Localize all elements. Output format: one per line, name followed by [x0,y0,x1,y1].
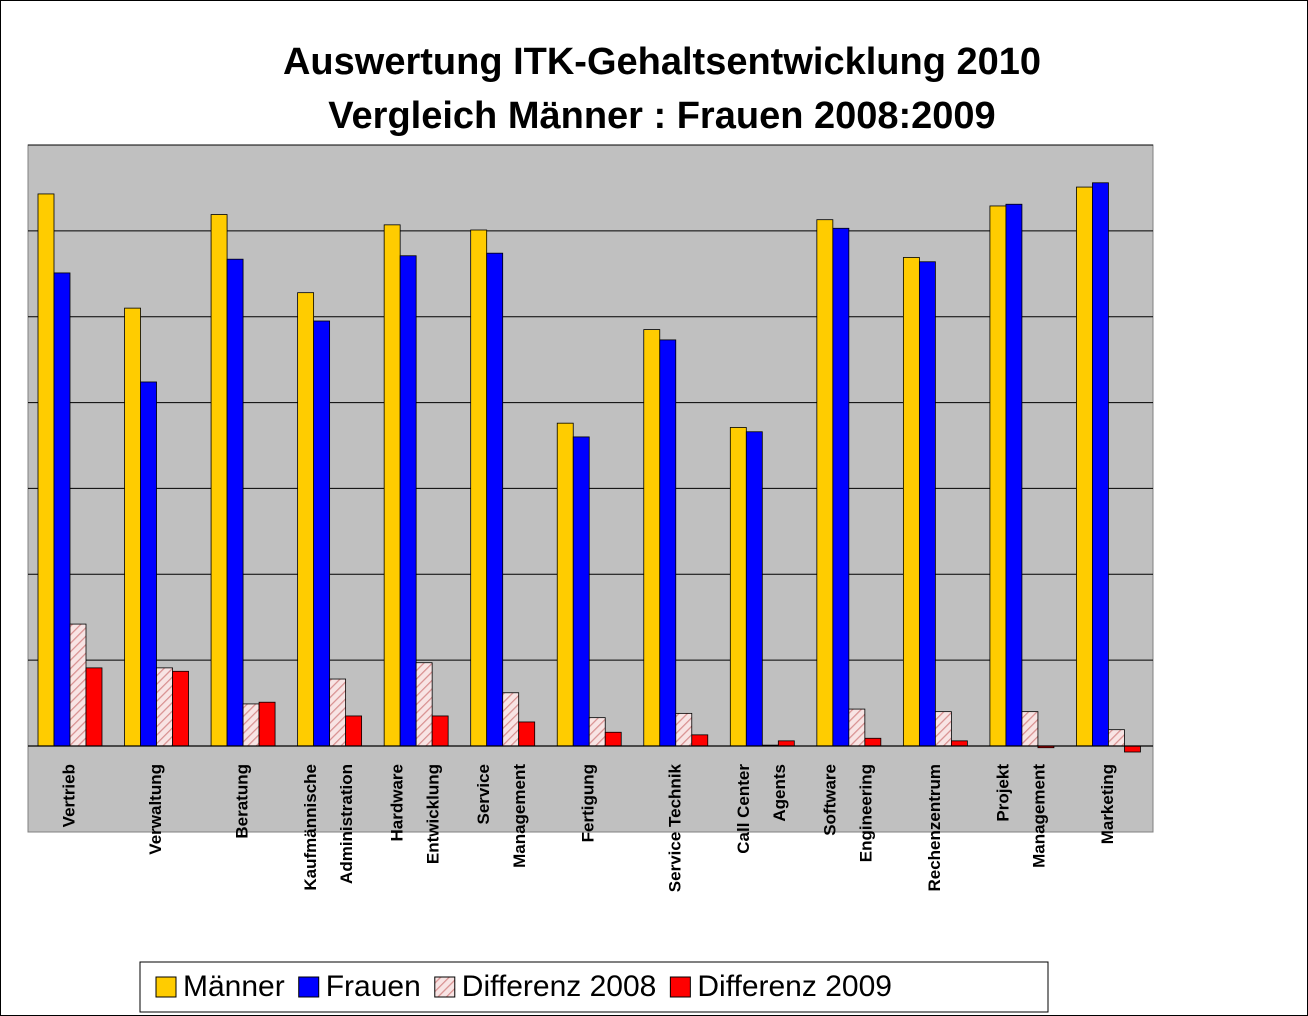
x-tick-label: Service Technik [665,763,684,892]
x-tick-label: Management [510,764,529,868]
legend-swatch [298,976,320,998]
bar [329,678,347,747]
bar [415,662,433,747]
legend-label: Differenz 2008 [462,970,657,1003]
x-tick-label: Administration [337,764,356,884]
bar [848,708,866,747]
bar [69,623,87,747]
bar [383,224,401,747]
bar [918,261,936,747]
x-tick-label: Agents [770,764,789,822]
x-tick-label: Verwaltung [146,764,165,855]
bar [1021,711,1039,747]
legend-label: Frauen [326,970,421,1003]
x-tick-label: Engineering [856,764,875,862]
chart-title: Vergleich Männer : Frauen 2008:2009 [328,95,995,137]
legend-swatch [669,976,691,998]
bar [313,320,331,747]
bar [242,703,260,747]
bar [1092,182,1109,747]
legend [139,961,1049,1013]
x-tick-label: Beratung [233,764,252,839]
x-tick-label: Service [474,764,493,825]
bar [53,272,71,747]
x-tick-label: Call Center [734,764,753,854]
bar [902,257,920,747]
bar [140,381,157,747]
x-tick-label: Entwicklung [424,764,443,864]
bar [124,307,141,747]
bar [258,701,276,747]
bar [486,252,504,747]
bar [556,422,574,747]
bar [588,717,606,747]
x-tick-label: Marketing [1098,764,1117,844]
bar [518,721,536,747]
legend-label: Differenz 2009 [697,970,892,1003]
bar [832,227,850,747]
bar [156,667,173,747]
x-tick-label: Software [820,764,839,836]
x-tick-label: Vertrieb [59,764,78,827]
bar [572,436,590,747]
bar [675,712,693,747]
bar [470,229,488,747]
bar [659,339,677,747]
legend-swatch [155,976,177,998]
bar [210,214,228,747]
bar [1108,729,1125,747]
bar [1005,203,1023,747]
legend-label: Männer [183,970,285,1003]
chart-title: Auswertung ITK-Gehaltsentwicklung 2010 [283,41,1041,83]
bar [729,427,747,747]
x-tick-label: Management [1029,764,1048,868]
x-tick-label: Hardware [388,764,407,841]
bar [1076,186,1093,747]
bar [85,667,103,747]
bar [745,431,763,747]
bar [297,292,315,747]
bar [950,740,968,747]
bar [934,711,952,747]
bar [1124,745,1141,753]
x-tick-label: Fertigung [579,764,598,842]
bar [816,219,834,747]
x-tick-label: Rechenzentrum [925,764,944,892]
bar [399,255,417,747]
bar [431,715,449,747]
x-tick-label: Projekt [993,764,1012,822]
bar [37,193,55,747]
bar [989,205,1007,747]
bar [172,670,189,747]
bar [643,329,661,747]
bar [502,692,520,747]
bar [604,731,622,747]
legend-swatch [434,976,456,998]
x-tick-label: Kaufmännische [301,764,320,891]
bar [864,737,882,747]
bar [226,258,244,747]
bar [691,734,709,747]
bar [345,715,363,747]
bar [777,740,795,747]
